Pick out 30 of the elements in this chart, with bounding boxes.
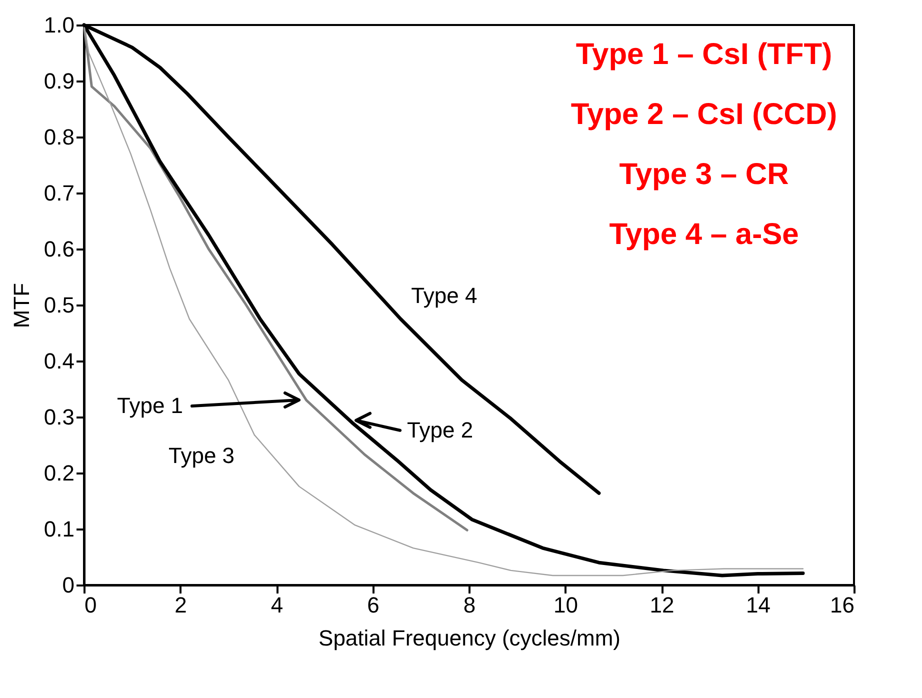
y-tick-label: 0.6 [44,236,74,262]
annotation: Type 3 [168,442,235,468]
x-tick-label: 0 [84,592,97,618]
y-tick-label: 0.2 [44,460,74,486]
y-tick-label: 0.8 [44,124,74,150]
annotation: Type 1 [116,393,184,418]
x-tick-label: 10 [554,592,578,618]
x-tick-label: 8 [463,592,476,618]
y-tick-label: 0 [62,572,74,598]
y-tick-label: 0.5 [44,292,74,318]
y-tick-label: 1.0 [44,12,74,38]
y-tick-label: 0.4 [44,348,74,374]
x-tick-label: 6 [367,592,380,618]
x-axis-title: Spatial Frequency (cycles/mm) [318,626,620,650]
x-tick-label: 2 [174,592,187,618]
x-tick-label: 4 [270,592,284,618]
annotation: Type 2 – CsI (CCD) [570,98,838,131]
annotation: Type 4 – a-Se [609,218,799,251]
y-tick-label: 0.3 [44,404,74,430]
y-tick-label: 0.9 [44,68,74,94]
y-tick-label: 0.7 [44,180,74,206]
y-axis-title: MTF [8,282,34,328]
annotation: Type 3 – CR [619,158,790,191]
annotation: Type 4 [411,283,478,308]
x-tick-label: 12 [650,592,674,618]
x-tick-label: 14 [746,592,770,618]
annotation: Type 1 – CsI (TFT) [576,38,832,71]
x-tick-label: 16 [830,592,854,618]
y-tick-label: 0.1 [44,516,74,542]
annotation: Type 2 [407,417,474,442]
